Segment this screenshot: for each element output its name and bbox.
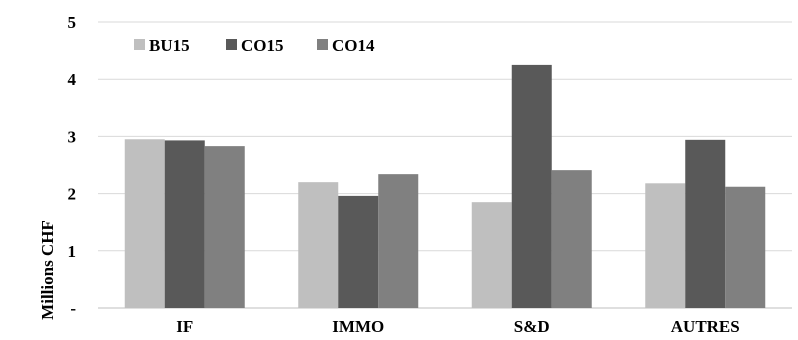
x-category-label: IMMO — [332, 317, 384, 336]
y-axis-title: Millions CHF — [38, 220, 57, 320]
bar-bu15-autres — [645, 183, 686, 308]
legend-label-co14: CO14 — [332, 36, 375, 55]
bar-co14-sd — [551, 170, 592, 308]
y-tick-label: 4 — [68, 70, 77, 89]
bar-bu15-immo — [298, 182, 339, 308]
y-tick-label: 2 — [68, 185, 77, 204]
x-category-label: S&D — [514, 317, 550, 336]
bar-bu15-sd — [471, 202, 512, 308]
x-category-label: IF — [176, 317, 193, 336]
bar-co14-immo — [378, 174, 419, 308]
bar-co15-if — [164, 140, 205, 308]
x-axis-categories: IF IMMO S&D AUTRES — [176, 317, 739, 336]
bar-co14-if — [204, 146, 245, 308]
legend-swatch-bu15 — [134, 39, 145, 50]
bar-co15-autres — [685, 139, 726, 308]
bar-co14-autres — [725, 186, 766, 308]
x-category-label: AUTRES — [671, 317, 740, 336]
bar-co15-immo — [338, 195, 379, 308]
y-tick-label: 5 — [68, 13, 77, 32]
bar-co15-sd — [511, 64, 552, 309]
y-tick-label: - — [70, 299, 76, 318]
bars — [124, 64, 766, 309]
legend-swatch-co15 — [226, 39, 237, 50]
legend-swatch-co14 — [317, 39, 328, 50]
legend: BU15 CO15 CO14 — [134, 36, 375, 55]
legend-label-co15: CO15 — [241, 36, 284, 55]
y-axis-ticks: - 1 2 3 4 5 — [68, 13, 77, 318]
y-tick-label: 1 — [68, 242, 77, 261]
y-tick-label: 3 — [68, 127, 77, 146]
legend-label-bu15: BU15 — [149, 36, 190, 55]
bar-bu15-if — [124, 139, 165, 308]
